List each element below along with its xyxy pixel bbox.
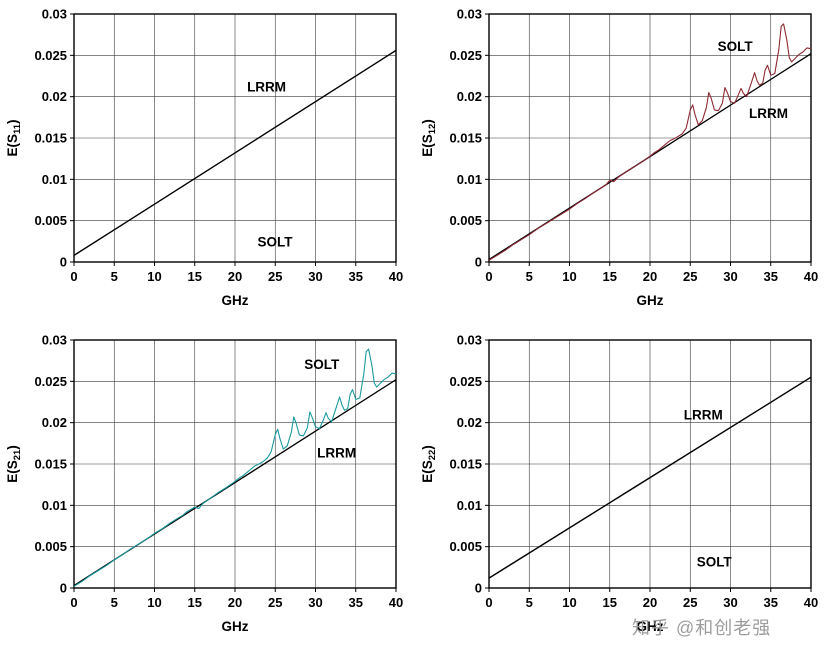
x-tick-label: 25	[268, 595, 282, 610]
y-tick-label: 0	[475, 581, 482, 596]
chart-svg-bottom-left: 0 5 10 15 20 25 30 35 40 0 0.005 0.01 0.015 0.02 0.025…	[5, 333, 403, 635]
x-tick-label: 20	[643, 269, 657, 284]
y-tick-label: 0.02	[42, 89, 67, 104]
y-tick-label: 0	[60, 255, 67, 270]
series-line-solt	[488, 23, 812, 261]
y-tick-label: 0.025	[449, 48, 482, 63]
chart-panel-es11: 0 5 10 15 20 25 30 35 40 0 0.005 0.01 0.015 0.02 0.025…	[0, 0, 415, 326]
y-axis-label: E(S11)	[5, 119, 23, 156]
chart-svg-bottom-right: 0 5 10 15 20 25 30 35 40 0 0.005 0.01 0.015 0.02 0.025…	[420, 333, 818, 635]
x-tick-label: 30	[723, 269, 737, 284]
x-tick-label: 35	[349, 595, 363, 610]
x-tick-label: 5	[526, 595, 533, 610]
y-tick-label: 0.03	[457, 333, 482, 348]
annotation-solt: SOLT	[304, 357, 340, 372]
x-tick-label: 5	[111, 595, 118, 610]
y-tick-label: 0.02	[457, 89, 482, 104]
annotation-solt: SOLT	[697, 555, 733, 570]
annotation-solt: SOLT	[258, 234, 294, 249]
x-tick-label: 10	[562, 595, 576, 610]
x-tick-label: 35	[764, 595, 778, 610]
x-tick-label: 5	[526, 269, 533, 284]
x-axis-label: GHz	[637, 293, 664, 308]
y-tick-label: 0.025	[34, 374, 67, 389]
chart-svg-top-left: 0 5 10 15 20 25 30 35 40 0 0.005 0.01 0.015 0.02 0.025…	[5, 7, 403, 309]
x-tick-label: 35	[764, 269, 778, 284]
y-tick-label: 0.015	[449, 457, 482, 472]
y-axis-label: E(S12)	[420, 119, 438, 157]
annotation-lrrm: LRRM	[247, 80, 286, 95]
x-tick-label: 10	[147, 269, 161, 284]
annotation-lrrm: LRRM	[317, 445, 356, 460]
series-line-lrrm-solt-overlapping-	[73, 49, 397, 256]
x-tick-label: 0	[485, 595, 492, 610]
y-tick-label: 0.005	[34, 213, 67, 228]
x-tick-label: 5	[111, 269, 118, 284]
annotation-solt: SOLT	[718, 39, 754, 54]
watermark: 知乎 @和创老强	[632, 618, 772, 638]
x-axis-label: GHz	[222, 293, 249, 308]
y-tick-label: 0.015	[34, 457, 67, 472]
x-tick-label: 15	[188, 595, 202, 610]
y-axis-label: E(S22)	[420, 445, 438, 483]
x-tick-label: 10	[147, 595, 161, 610]
x-tick-label: 30	[308, 269, 322, 284]
x-tick-label: 15	[188, 269, 202, 284]
x-axis-label: GHz	[637, 619, 664, 634]
x-tick-label: 25	[683, 269, 697, 284]
y-tick-label: 0.025	[34, 48, 67, 63]
annotation-lrrm: LRRM	[684, 407, 723, 422]
y-tick-label: 0	[60, 581, 67, 596]
y-tick-label: 0.005	[34, 539, 67, 554]
x-tick-label: 40	[804, 269, 818, 284]
chart-panel-es21: 0 5 10 15 20 25 30 35 40 0 0.005 0.01 0.015 0.02 0.025…	[0, 326, 415, 652]
x-tick-label: 40	[389, 595, 403, 610]
x-tick-label: 40	[389, 269, 403, 284]
y-tick-label: 0.005	[449, 213, 482, 228]
y-tick-label: 0.02	[457, 415, 482, 430]
x-tick-label: 20	[228, 595, 242, 610]
series-line-lrrm-solt-overlapping-	[488, 376, 812, 579]
x-tick-label: 0	[70, 595, 77, 610]
x-tick-label: 25	[683, 595, 697, 610]
x-tick-label: 15	[603, 595, 617, 610]
x-tick-label: 15	[603, 269, 617, 284]
y-axis-label: E(S21)	[5, 445, 23, 483]
y-tick-label: 0.01	[42, 498, 67, 513]
annotation-lrrm: LRRM	[749, 106, 788, 121]
y-tick-label: 0.01	[457, 498, 482, 513]
y-tick-label: 0.015	[449, 131, 482, 146]
x-tick-label: 20	[643, 595, 657, 610]
x-tick-label: 40	[804, 595, 818, 610]
y-tick-label: 0.015	[34, 131, 67, 146]
x-tick-label: 0	[485, 269, 492, 284]
x-tick-label: 30	[723, 595, 737, 610]
x-tick-label: 30	[308, 595, 322, 610]
series-line-solt	[73, 348, 397, 587]
chart-panel-es22: 0 5 10 15 20 25 30 35 40 0 0.005 0.01 0.015 0.02 0.025…	[415, 326, 830, 652]
y-tick-label: 0.02	[42, 415, 67, 430]
x-tick-label: 10	[562, 269, 576, 284]
y-tick-label: 0.025	[449, 374, 482, 389]
y-tick-label: 0.005	[449, 539, 482, 554]
x-tick-label: 25	[268, 269, 282, 284]
x-tick-label: 0	[70, 269, 77, 284]
x-tick-label: 20	[228, 269, 242, 284]
y-tick-label: 0.01	[457, 172, 482, 187]
y-tick-label: 0.03	[42, 333, 67, 348]
chart-panel-es12: 0 5 10 15 20 25 30 35 40 0 0.005 0.01 0.015 0.02 0.025…	[415, 0, 830, 326]
x-axis-label: GHz	[222, 619, 249, 634]
y-tick-label: 0.03	[457, 7, 482, 22]
chart-svg-top-right: 0 5 10 15 20 25 30 35 40 0 0.005 0.01 0.015 0.02 0.025…	[420, 7, 818, 309]
x-tick-label: 35	[349, 269, 363, 284]
y-tick-label: 0	[475, 255, 482, 270]
y-tick-label: 0.03	[42, 7, 67, 22]
y-tick-label: 0.01	[42, 172, 67, 187]
